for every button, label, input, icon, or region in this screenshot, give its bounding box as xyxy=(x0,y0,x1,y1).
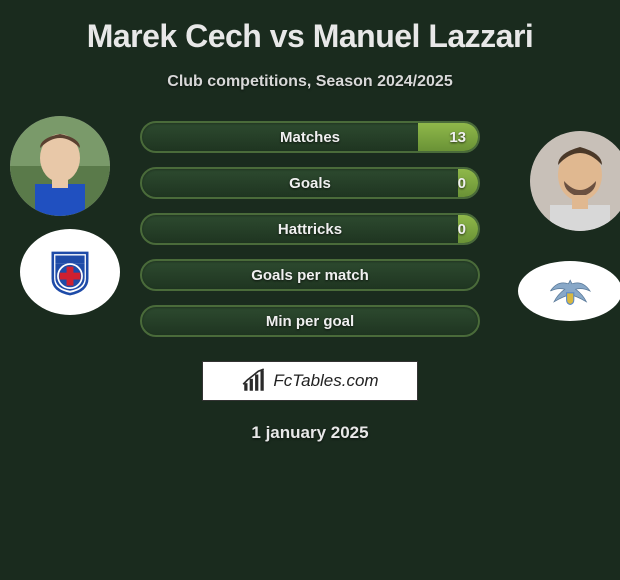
title-player1: Marek Cech xyxy=(87,18,262,54)
bar-fill xyxy=(418,123,478,151)
stat-value-right: 0 xyxy=(458,221,466,238)
stat-bar-goals: Goals 0 xyxy=(140,167,480,199)
player-left-photo xyxy=(10,116,110,216)
stat-label: Goals xyxy=(289,175,331,192)
date-text: 1 january 2025 xyxy=(0,423,620,443)
title-player2: Manuel Lazzari xyxy=(313,18,534,54)
player-right-avatar-icon xyxy=(530,131,620,231)
stat-bar-matches: Matches 13 xyxy=(140,121,480,153)
stat-value-right: 13 xyxy=(449,129,466,146)
stat-value-right: 0 xyxy=(458,175,466,192)
comparison-area: Matches 13 Goals 0 Hattricks 0 Goals per… xyxy=(0,121,620,443)
stat-bar-min-per-goal: Min per goal xyxy=(140,305,480,337)
club-left-shield-icon xyxy=(40,246,100,298)
club-right-eagle-icon xyxy=(539,273,601,309)
stat-bar-goals-per-match: Goals per match xyxy=(140,259,480,291)
stat-label: Hattricks xyxy=(278,221,342,238)
branding-text: FcTables.com xyxy=(273,371,378,391)
club-left-logo xyxy=(20,229,120,315)
stat-label: Matches xyxy=(280,129,340,146)
stats-bars: Matches 13 Goals 0 Hattricks 0 Goals per… xyxy=(140,121,480,337)
stat-bar-hattricks: Hattricks 0 xyxy=(140,213,480,245)
stat-label: Goals per match xyxy=(251,267,369,284)
player-right-photo xyxy=(530,131,620,231)
stat-label: Min per goal xyxy=(266,313,354,330)
chart-icon xyxy=(241,368,267,394)
club-right-logo xyxy=(518,261,620,321)
page-title: Marek Cech vs Manuel Lazzari xyxy=(0,0,620,55)
player-left-avatar-icon xyxy=(10,116,110,216)
title-vs: vs xyxy=(270,18,305,54)
branding-box: FcTables.com xyxy=(202,361,418,401)
subtitle: Club competitions, Season 2024/2025 xyxy=(0,73,620,91)
